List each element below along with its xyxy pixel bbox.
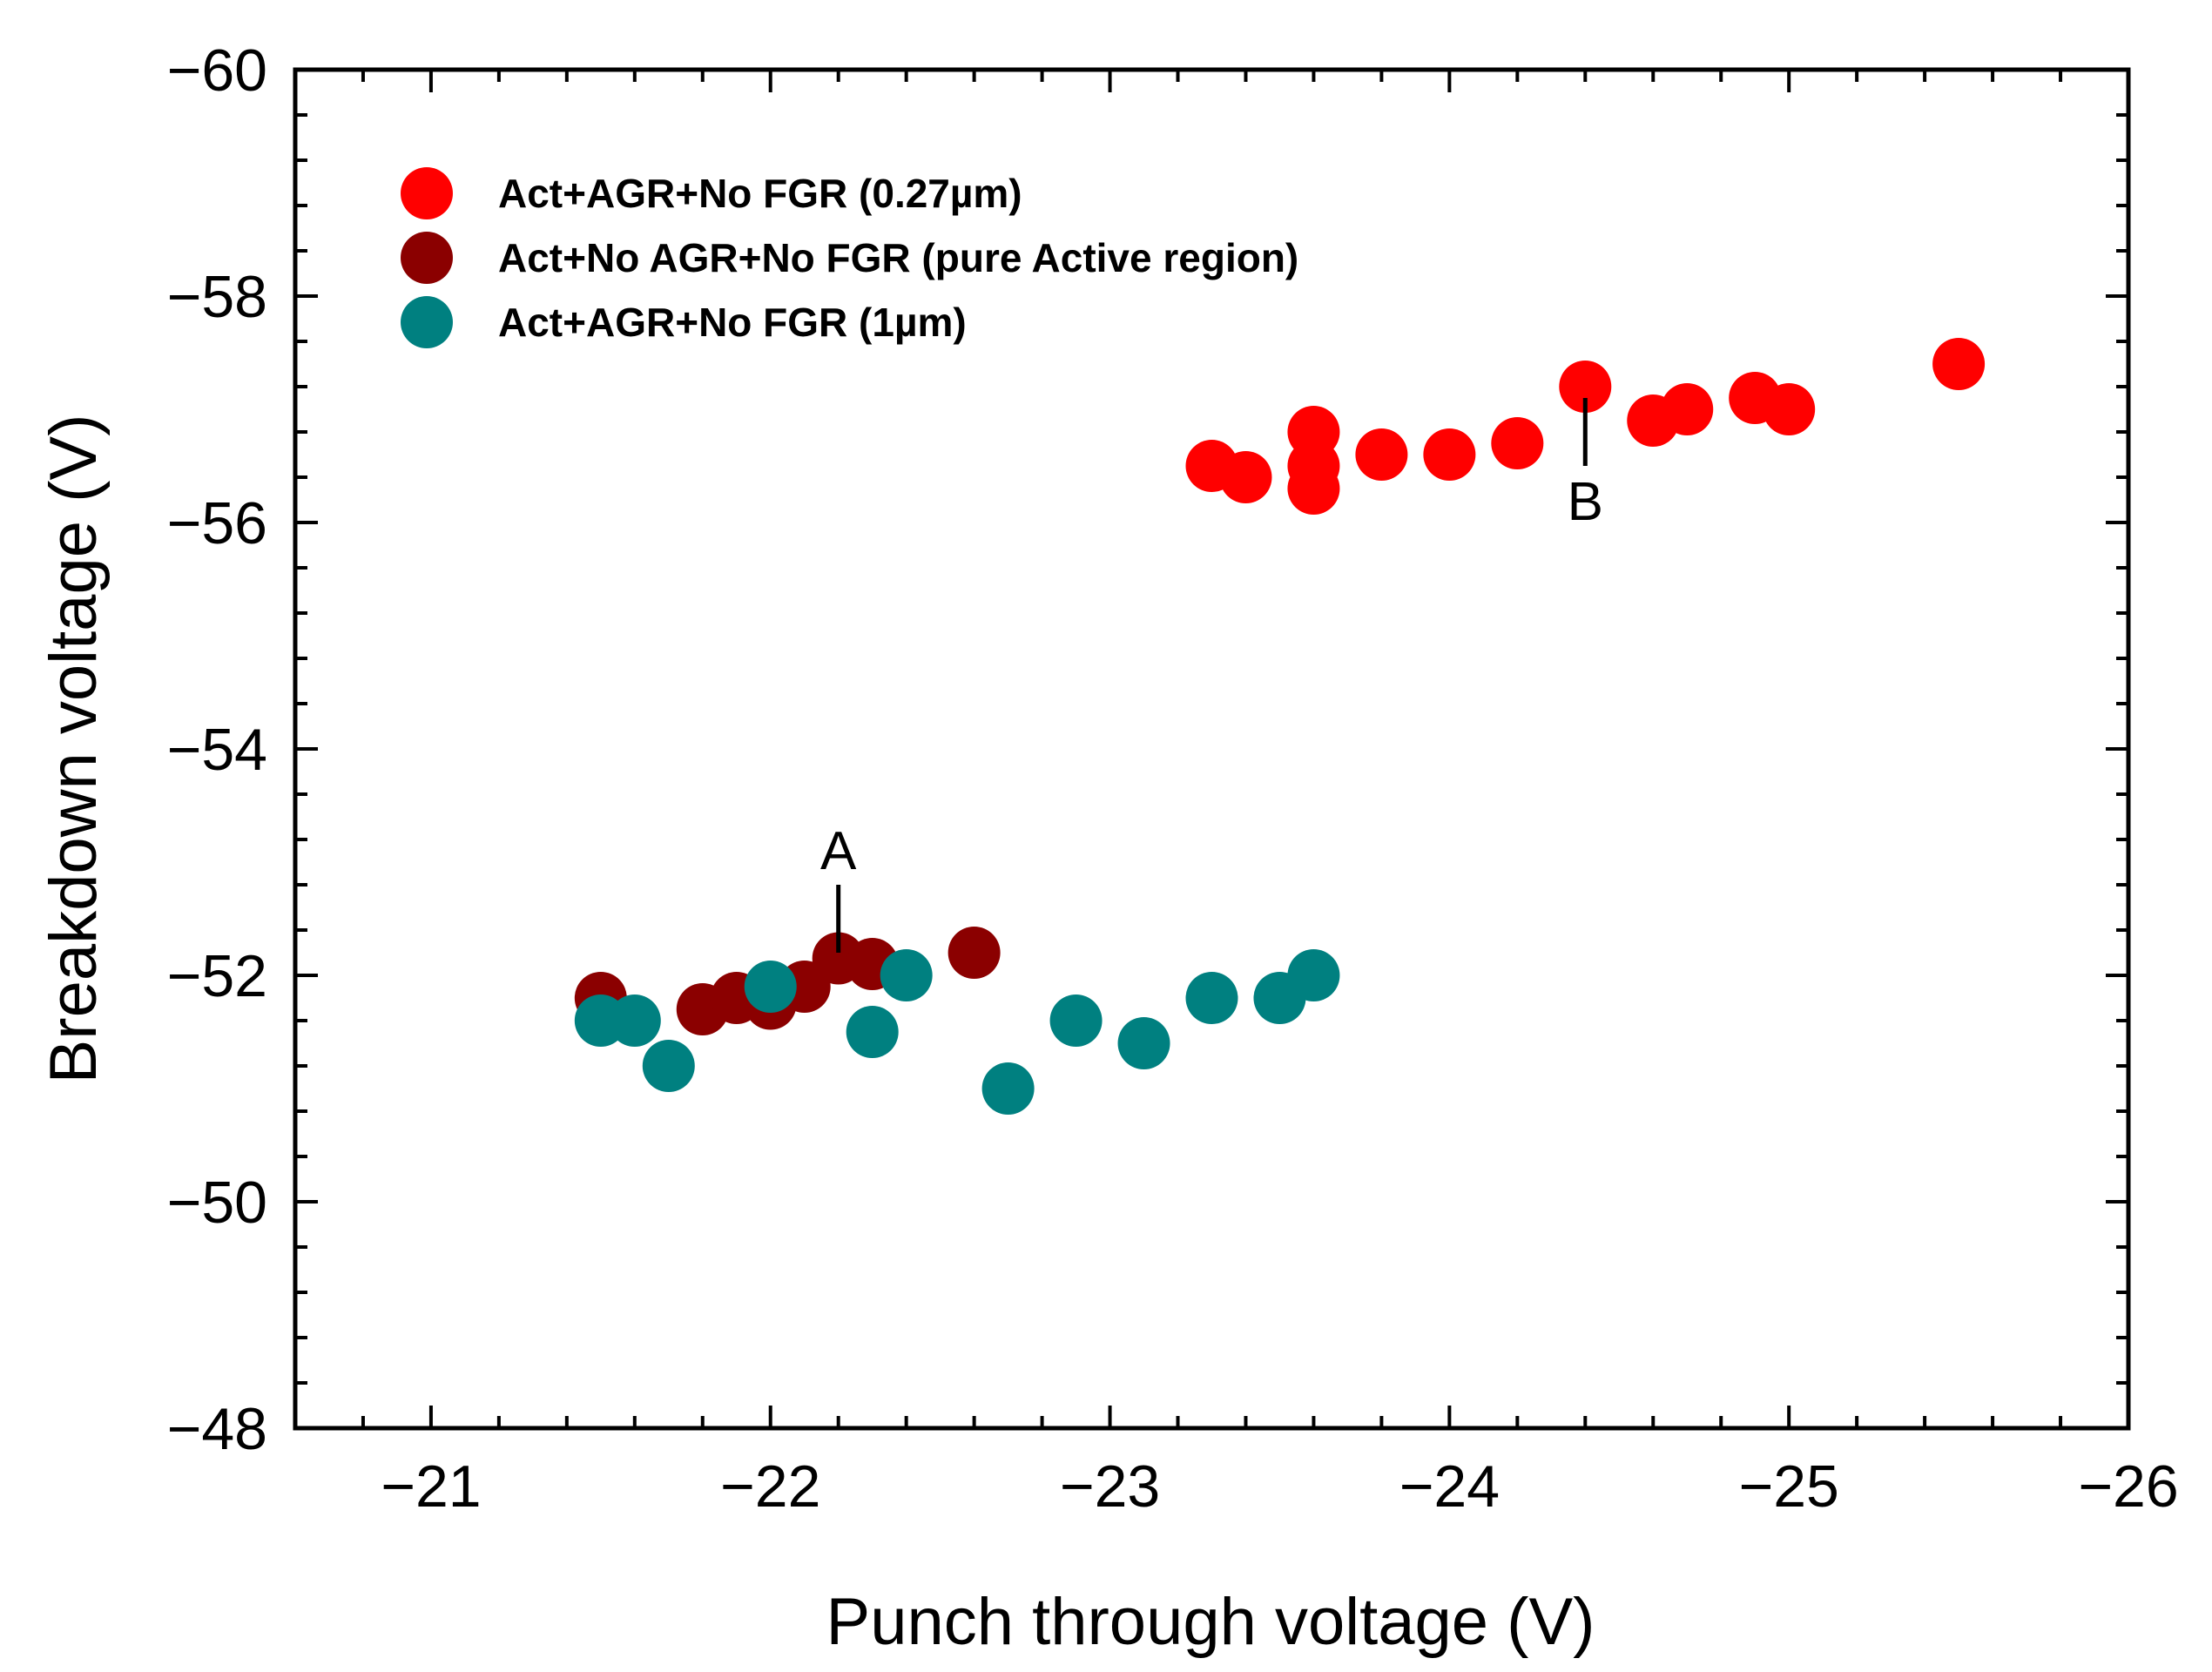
data-point-series-1 (1491, 417, 1544, 469)
y-axis-title: Breakdown voltage (V) (37, 415, 111, 1084)
annotations: AB (820, 398, 1603, 953)
annotation-label: A (820, 821, 857, 881)
legend-marker (401, 232, 453, 284)
y-tick-label: −48 (167, 1396, 267, 1462)
legend-label: Act+No AGR+No FGR (pure Active region) (498, 235, 1298, 280)
x-tick-label: −26 (2078, 1453, 2178, 1520)
data-point-series-3 (846, 1006, 899, 1058)
data-point-series-1 (1423, 428, 1476, 481)
x-tick-label: −22 (720, 1453, 820, 1520)
legend-marker (401, 296, 453, 348)
y-tick-label: −58 (167, 264, 267, 330)
data-point-series-3 (1287, 949, 1340, 1001)
data-point-series-3 (981, 1062, 1035, 1115)
y-tick-label: −54 (167, 717, 267, 783)
data-point-series-1 (1219, 451, 1272, 503)
data-point-series-3 (608, 994, 661, 1047)
data-point-series-1 (1763, 383, 1816, 435)
data-point-series-3 (642, 1040, 695, 1092)
legend-marker (401, 167, 453, 219)
y-tick-label: −52 (167, 943, 267, 1009)
data-point-series-3 (1117, 1017, 1170, 1069)
data-point-series-1 (1559, 361, 1612, 413)
data-point-series-3 (880, 949, 933, 1001)
data-point-series-1 (1287, 462, 1340, 515)
legend-label: Act+AGR+No FGR (1µm) (498, 300, 967, 345)
x-tick-label: −23 (1060, 1453, 1160, 1520)
plot-area-frame (293, 67, 2131, 1431)
x-tick-label: −25 (1739, 1453, 1839, 1520)
data-point-series-2 (948, 927, 1001, 979)
x-tick-label: −24 (1399, 1453, 1500, 1520)
data-point-series-3 (744, 961, 797, 1013)
data-points (574, 338, 1986, 1115)
y-tick-label: −60 (167, 37, 267, 104)
data-point-series-3 (1049, 994, 1103, 1047)
data-point-series-1 (1355, 428, 1408, 481)
data-point-series-1 (1932, 338, 1986, 390)
legend: Act+AGR+No FGR (0.27µm) Act+No AGR+No FGR… (401, 167, 1298, 348)
data-point-series-1 (1661, 383, 1714, 435)
annotation-label: B (1568, 472, 1603, 532)
axis-ticks: −21 −22 −23 −24 −25 −26 −48 −50 −52 −54 −56 −58 −60 (167, 37, 2179, 1520)
y-tick-label: −50 (167, 1170, 267, 1236)
legend-label: Act+AGR+No FGR (0.27µm) (498, 171, 1022, 216)
x-axis-title: Punch through voltage (V) (826, 1585, 1595, 1659)
data-point-series-3 (1185, 972, 1238, 1024)
x-tick-label: −21 (381, 1453, 481, 1520)
y-tick-label: −56 (167, 490, 267, 556)
